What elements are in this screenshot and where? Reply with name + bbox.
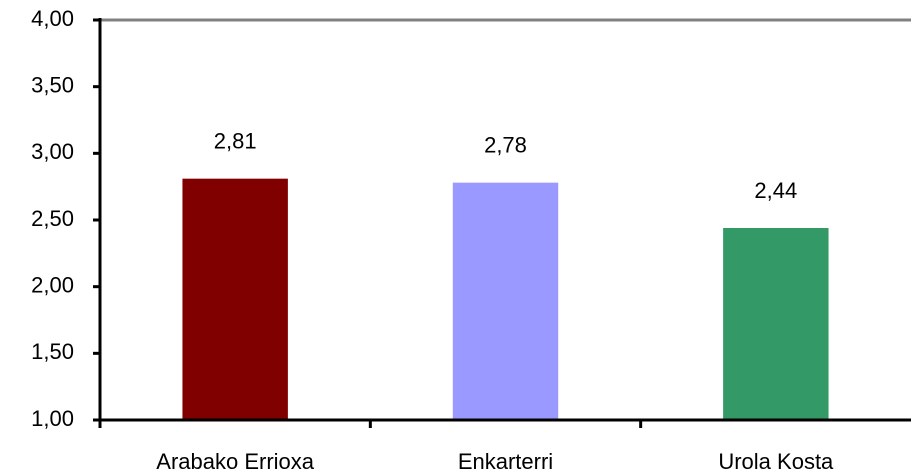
bar	[452, 182, 559, 420]
x-tick-label: Arabako Errioxa	[156, 449, 315, 474]
y-tick-label: 4,00	[31, 6, 74, 31]
bar	[182, 178, 288, 420]
x-tick-label: Enkarterri	[458, 449, 553, 474]
value-label: 2,78	[484, 132, 527, 157]
value-label: 2,81	[214, 128, 257, 153]
bar	[723, 228, 829, 420]
value-label: 2,44	[754, 178, 797, 203]
y-tick-label: 1,00	[31, 406, 74, 431]
y-tick-label: 3,50	[31, 72, 74, 97]
y-tick-label: 2,00	[31, 272, 74, 297]
y-tick-label: 2,50	[31, 206, 74, 231]
y-tick-label: 1,50	[31, 339, 74, 364]
y-tick-label: 3,00	[31, 139, 74, 164]
x-tick-label: Urola Kosta	[718, 449, 834, 474]
